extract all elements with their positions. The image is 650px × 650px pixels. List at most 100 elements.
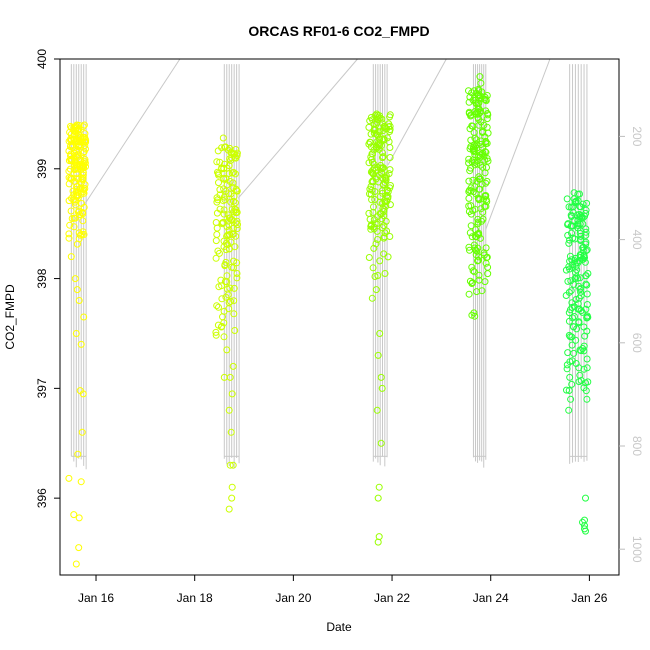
data-point-series-3 [377,142,385,150]
data-point-series-4 [474,194,482,202]
data-point-series-3 [374,131,381,139]
data-point-series-4 [474,244,482,252]
data-point-series-3 [370,160,378,168]
data-point-series-3 [383,192,391,200]
data-point-series-2 [212,237,220,245]
data-point-series-5 [570,303,578,311]
data-point-series-5 [569,323,577,331]
data-point-series-4 [473,160,481,168]
data-point-series-2 [214,168,221,176]
data-point-series-2 [225,305,233,313]
data-point-series-5 [567,395,575,403]
data-point-series-1 [67,253,75,261]
data-point-series-2 [225,221,233,229]
data-point-series-2 [227,190,235,198]
data-point-series-5 [574,190,582,198]
data-point-series-4 [475,253,483,261]
data-point-series-3 [368,222,376,230]
data-point-series-5 [583,199,591,207]
y-tick-label: 399 [35,158,49,178]
data-point-series-2 [228,494,236,502]
y-tick-label: 396 [35,488,49,508]
data-point-series-5 [579,244,587,252]
right-axis-tick-label: 600 [630,333,644,353]
data-point-series-5 [576,220,584,228]
data-point-series-2 [232,154,240,162]
data-point-series-4 [476,94,484,102]
y-tick-label: 400 [35,49,49,69]
data-point-series-3 [377,439,385,447]
data-point-series-5 [565,239,573,247]
data-point-series-4 [474,91,482,99]
data-point-series-1 [75,141,83,149]
data-point-series-3 [372,143,380,150]
data-point-series-1 [65,180,73,188]
data-point-series-1 [79,390,87,398]
data-point-series-4 [475,271,483,279]
data-point-series-4 [482,196,490,204]
data-point-series-1 [70,511,78,519]
data-point-series-1 [80,189,88,197]
data-point-series-5 [576,285,584,293]
pressure-trace-line [485,58,551,230]
data-point-series-5 [568,341,576,349]
data-point-series-2 [230,310,238,318]
data-point-series-5 [582,280,590,288]
data-point-series-3 [369,116,376,124]
data-point-series-1 [73,240,81,248]
data-point-series-3 [375,483,383,491]
data-point-series-5 [577,292,585,300]
data-point-series-1 [79,217,87,225]
data-point-series-1 [82,145,89,153]
data-point-series-4 [481,192,489,200]
data-point-series-5 [581,525,588,533]
data-point-series-5 [582,206,590,214]
y-axis-label: CO2_FMPD [3,284,17,350]
data-point-series-5 [583,395,591,403]
data-point-series-5 [583,355,591,363]
data-point-series-1 [72,560,80,568]
data-point-series-2 [226,373,234,381]
data-point-series-4 [469,145,477,153]
data-point-series-1 [73,174,81,182]
data-point-series-5 [576,203,584,211]
data-point-series-1 [74,208,82,216]
data-point-series-5 [579,255,587,263]
data-point-series-5 [564,349,572,357]
data-point-series-4 [477,79,485,87]
data-point-series-4 [466,125,474,133]
x-axis-label: Date [326,620,352,634]
data-point-series-1 [81,159,89,167]
data-point-series-3 [367,168,375,176]
data-point-series-3 [375,533,383,541]
data-point-series-1 [73,170,81,178]
data-point-series-1 [65,234,73,242]
data-point-series-3 [381,179,389,187]
pressure-trace-line [84,58,181,204]
data-point-series-3 [368,169,376,177]
data-point-series-2 [232,209,240,216]
data-point-series-2 [220,373,228,381]
data-point-series-2 [225,190,232,198]
data-point-series-5 [582,305,590,313]
data-point-series-5 [566,373,574,381]
data-point-series-4 [483,139,491,147]
data-point-series-3 [378,200,386,207]
data-point-series-5 [565,387,573,394]
data-point-series-5 [568,229,575,237]
data-point-series-4 [475,115,482,123]
data-point-series-1 [71,137,79,145]
data-point-series-5 [562,266,570,274]
data-point-series-4 [476,175,484,183]
data-point-series-1 [76,185,84,193]
data-point-series-4 [467,164,475,172]
data-point-series-3 [383,227,391,235]
data-point-series-3 [367,183,375,190]
data-point-series-4 [482,202,490,210]
data-point-series-3 [386,144,394,151]
data-point-series-4 [482,97,490,105]
data-point-series-2 [219,134,227,142]
data-point-series-3 [386,128,394,135]
data-point-series-2 [222,258,230,266]
data-point-series-2 [228,263,236,271]
